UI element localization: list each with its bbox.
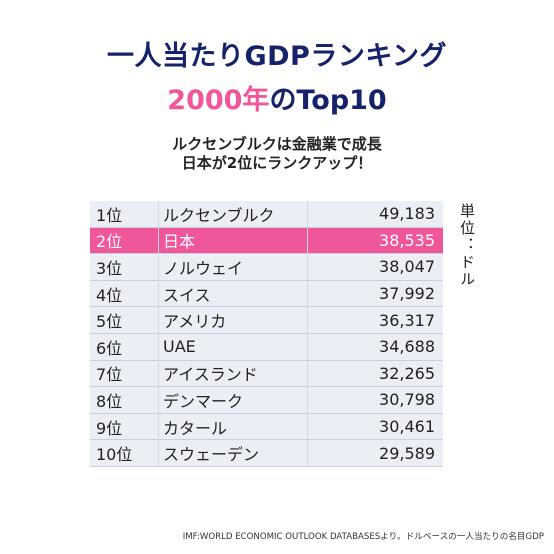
rank-cell: 2位 bbox=[90, 227, 159, 255]
source-footnote: IMF:WORLD ECONOMIC OUTLOOK DATABASESより。ド… bbox=[182, 532, 544, 542]
subtitle-line-1: ルクセンブルクは金融業で成長 bbox=[172, 135, 382, 153]
value-cell: 29,589 bbox=[307, 439, 443, 467]
rank-cell: 1位 bbox=[90, 201, 159, 228]
value-cell: 49,183 bbox=[307, 201, 443, 228]
subtitle-line-2: 日本が2位にランクアップ！ bbox=[181, 154, 373, 172]
rank-cell: 7位 bbox=[90, 360, 159, 388]
table-row: 10位 スウェーデン 29,589 bbox=[90, 439, 443, 467]
country-cell: スウェーデン bbox=[158, 439, 308, 467]
year-label: 2000年 bbox=[167, 85, 270, 116]
country-cell: デンマーク bbox=[158, 386, 308, 414]
unit-label: 単位：ドル bbox=[458, 203, 476, 288]
page-title: 一人当たりGDPランキング bbox=[106, 41, 448, 72]
country-cell: スイス bbox=[158, 280, 308, 308]
page-subtitle-year: 2000年のTop10 bbox=[0, 78, 554, 117]
table-row: 6位 UAE 34,688 bbox=[90, 333, 443, 361]
value-cell: 34,688 bbox=[307, 333, 443, 361]
rank-cell: 5位 bbox=[90, 306, 159, 334]
rank-cell: 3位 bbox=[90, 253, 159, 281]
country-cell: ノルウェイ bbox=[158, 253, 308, 281]
value-cell: 32,265 bbox=[307, 360, 443, 388]
country-cell: カタール bbox=[158, 413, 308, 441]
table-row: 3位 ノルウェイ 38,047 bbox=[90, 253, 443, 281]
rank-cell: 4位 bbox=[90, 280, 159, 308]
rank-cell: 6位 bbox=[90, 333, 159, 361]
value-cell: 38,535 bbox=[307, 227, 443, 255]
table-row: 8位 デンマーク 30,798 bbox=[90, 386, 443, 414]
value-cell: 30,461 bbox=[307, 413, 443, 441]
ranking-table: 1位 ルクセンブルク 49,183 2位 日本 38,535 3位 ノルウェイ 38,047 4位… bbox=[90, 201, 443, 467]
value-cell: 38,047 bbox=[307, 253, 443, 281]
table-row: 1位 ルクセンブルク 49,183 bbox=[90, 201, 443, 228]
table-row: 7位 アイスランド 32,265 bbox=[90, 360, 443, 388]
country-cell: アメリカ bbox=[158, 306, 308, 334]
top10-label: のTop10 bbox=[269, 85, 387, 116]
country-cell: UAE bbox=[158, 333, 308, 361]
country-cell: ルクセンブルク bbox=[158, 201, 308, 228]
country-cell: 日本 bbox=[158, 227, 308, 255]
rank-cell: 8位 bbox=[90, 386, 159, 414]
rank-cell: 10位 bbox=[90, 439, 159, 467]
value-cell: 30,798 bbox=[307, 386, 443, 414]
table-row: 2位 日本 38,535 bbox=[90, 227, 443, 255]
country-cell: アイスランド bbox=[158, 360, 308, 388]
rank-cell: 9位 bbox=[90, 413, 159, 441]
value-cell: 36,317 bbox=[307, 306, 443, 334]
table-row: 5位 アメリカ 36,317 bbox=[90, 306, 443, 334]
table-row: 9位 カタール 30,461 bbox=[90, 413, 443, 441]
table-row: 4位 スイス 37,992 bbox=[90, 280, 443, 308]
value-cell: 37,992 bbox=[307, 280, 443, 308]
